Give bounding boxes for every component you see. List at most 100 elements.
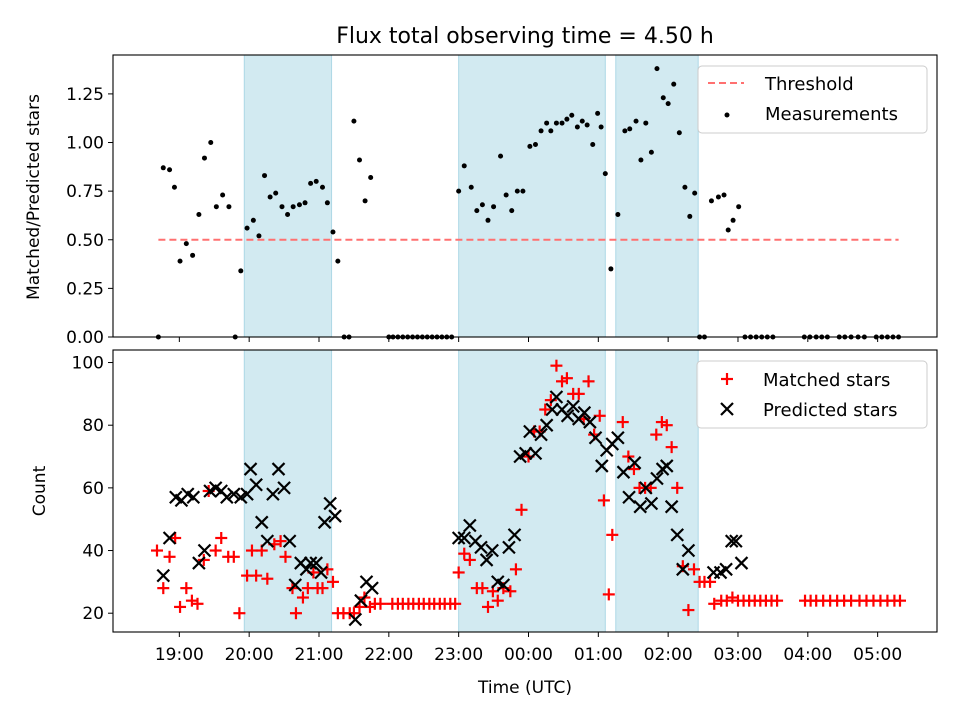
matched-star-point: [274, 535, 287, 548]
measurement-point: [285, 211, 291, 217]
matched-star-point: [665, 441, 678, 454]
predicted-star-point: [197, 543, 212, 558]
y-tick-label: 1.00: [66, 134, 104, 154]
shaded-span: [615, 54, 699, 338]
predicted-star-point: [588, 430, 603, 445]
measurement-point: [491, 204, 497, 210]
matched-star-point: [261, 572, 274, 585]
x-tick-label: 23:00: [434, 645, 483, 665]
predicted-star-point: [534, 427, 548, 442]
measurement-point: [313, 178, 319, 184]
measurement-point: [220, 192, 226, 198]
matched-star-point: [704, 575, 717, 588]
measurement-point: [520, 188, 526, 194]
measurement-point: [183, 241, 189, 247]
predicted-star-point: [309, 556, 323, 570]
measurement-point: [324, 200, 330, 206]
measurement-point: [544, 120, 550, 126]
measurement-point: [351, 118, 357, 124]
matched-star-point: [316, 582, 329, 595]
measurement-point: [643, 120, 649, 126]
matched-star-point: [209, 544, 222, 557]
measurement-point: [687, 213, 693, 219]
predicted-star-point: [354, 593, 368, 608]
predicted-star-point: [266, 487, 280, 501]
predicted-star-point: [633, 499, 647, 514]
y-tick-label: 0.25: [66, 279, 104, 299]
predicted-star-point: [616, 465, 631, 479]
matched-star-point: [163, 550, 176, 563]
measurement-point: [584, 122, 590, 128]
measurement-point: [335, 258, 341, 264]
predicted-star-point: [282, 534, 297, 548]
y-tick-label: 100: [72, 354, 104, 374]
predicted-star-point: [560, 409, 575, 423]
measurement-point: [598, 124, 604, 130]
measurement-point: [708, 198, 714, 204]
predicted-star-point: [650, 471, 664, 486]
measurement-point: [238, 268, 244, 274]
measurement-point: [590, 141, 596, 147]
measurement-point: [676, 130, 682, 136]
matched-star-point: [504, 585, 517, 598]
x-tick-label: 04:00: [783, 645, 832, 665]
measurement-point: [226, 204, 232, 210]
matched-star-point: [197, 553, 210, 566]
predicted-star-point: [314, 565, 328, 580]
predicted-star-point: [192, 556, 206, 570]
matched-star-point: [476, 582, 489, 595]
matched-star-point: [660, 419, 673, 432]
predicted-star-point: [724, 534, 739, 548]
matched-star-point: [582, 375, 595, 388]
x-tick-label: 01:00: [574, 645, 623, 665]
measurement-point: [167, 167, 173, 173]
matched-star-point: [150, 544, 163, 557]
bottom-plot-frame: [112, 349, 938, 633]
predicted-star-point: [729, 534, 743, 548]
measurement-point: [468, 184, 474, 190]
shaded-span: [243, 54, 333, 338]
x-tick-label: 05:00: [853, 645, 902, 665]
y-tick-label: 0.00: [66, 328, 104, 348]
predicted-star-point: [659, 459, 674, 473]
measurement-point: [559, 120, 565, 126]
predicted-star-point: [507, 528, 522, 542]
predicted-star-point: [523, 424, 537, 439]
y-tick-label: 60: [82, 479, 104, 499]
predicted-star-point: [299, 562, 314, 577]
y-tick-label: 40: [82, 542, 104, 562]
matched-star-point: [374, 597, 387, 610]
legend-measurements-swatch: [724, 112, 730, 118]
measurement-point: [250, 217, 256, 223]
shaded-span: [615, 349, 699, 633]
measurement-point: [564, 116, 570, 122]
matched-star-point: [602, 588, 615, 601]
measurement-point: [648, 149, 654, 155]
shaded-span: [458, 54, 606, 338]
predicted-star-point: [496, 578, 511, 592]
predicted-star-point: [348, 612, 363, 627]
measurement-point: [532, 141, 538, 147]
matched-star-point: [771, 594, 784, 607]
measurement-point: [485, 217, 491, 223]
matched-star-point: [708, 597, 721, 610]
predicted-star-point: [457, 531, 472, 545]
matched-star-point: [169, 532, 182, 544]
predicted-star-point: [317, 515, 332, 530]
measurement-point: [660, 95, 666, 101]
measurement-point: [569, 112, 575, 118]
measurement-point: [527, 143, 533, 149]
predicted-star-point: [549, 390, 564, 404]
measurement-point: [503, 192, 509, 198]
predicted-star-point: [162, 531, 177, 545]
predicted-star-point: [463, 518, 477, 533]
predicted-star-point: [583, 415, 597, 429]
measurement-point: [308, 180, 314, 186]
measurement-point: [461, 163, 467, 169]
matched-star-point: [509, 563, 522, 576]
measurement-point: [160, 165, 166, 171]
measurement-point: [196, 211, 202, 217]
matched-star-point: [671, 481, 684, 494]
matched-star-point: [560, 372, 573, 385]
